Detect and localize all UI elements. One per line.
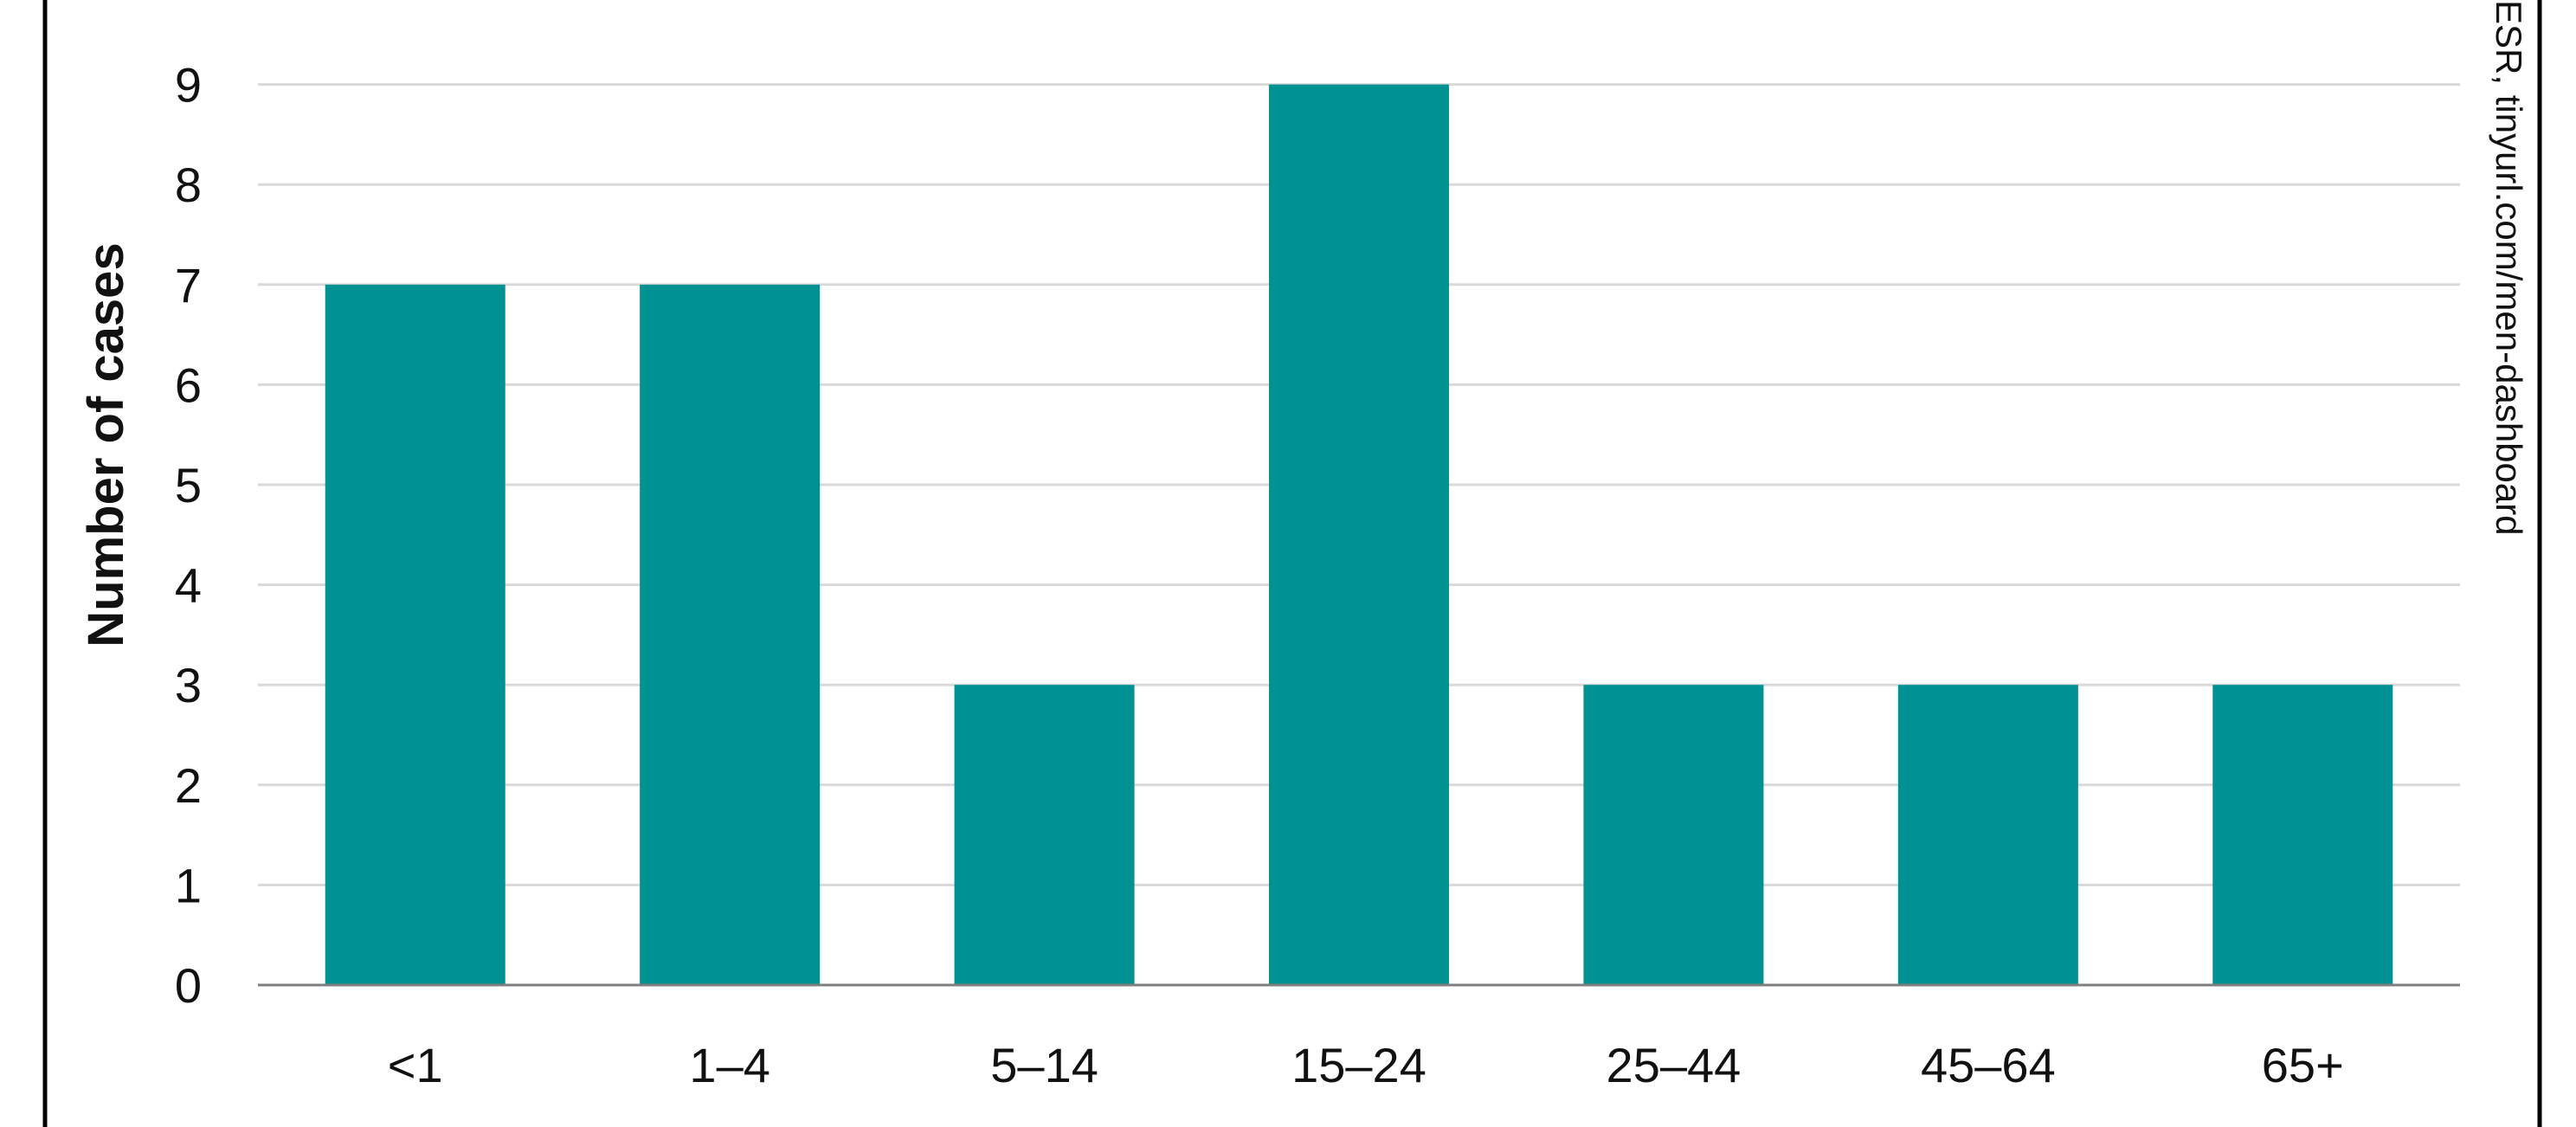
bar [1583, 685, 1764, 985]
y-tick-label: 9 [175, 58, 202, 113]
bar [2212, 685, 2393, 985]
y-tick-label: 7 [175, 258, 202, 312]
y-tick-label: 4 [175, 558, 202, 613]
y-tick-label: 8 [175, 158, 202, 212]
x-tick-labels: <1 1–4 5–14 15–24 25–44 45–64 65+ [388, 1038, 2344, 1092]
bar [954, 685, 1135, 985]
bar [325, 284, 506, 985]
x-tick-label: <1 [388, 1038, 443, 1092]
x-tick-label: 25–44 [1607, 1038, 1742, 1092]
x-tick-label: 65+ [2262, 1038, 2344, 1092]
y-tick-label: 3 [175, 658, 202, 712]
y-tick-label: 6 [175, 357, 202, 412]
bar [1269, 84, 1449, 986]
bars [325, 84, 2393, 986]
bar [1897, 685, 2078, 985]
y-tick-label: 1 [175, 858, 202, 912]
x-tick-label: 5–14 [990, 1038, 1098, 1092]
bar [640, 284, 821, 985]
source-note: ESR, tinyurl.com/men-dashboard [2489, 0, 2529, 536]
y-tick-labels: 0 1 2 3 4 5 6 7 8 9 [175, 58, 202, 1013]
x-tick-label: 45–64 [1921, 1038, 2056, 1092]
y-tick-label: 5 [175, 458, 202, 512]
x-tick-label: 1–4 [689, 1038, 770, 1092]
y-tick-label: 0 [175, 958, 202, 1013]
y-axis-title: Number of cases [78, 242, 134, 647]
y-tick-label: 2 [175, 758, 202, 813]
x-tick-label: 15–24 [1291, 1038, 1426, 1092]
